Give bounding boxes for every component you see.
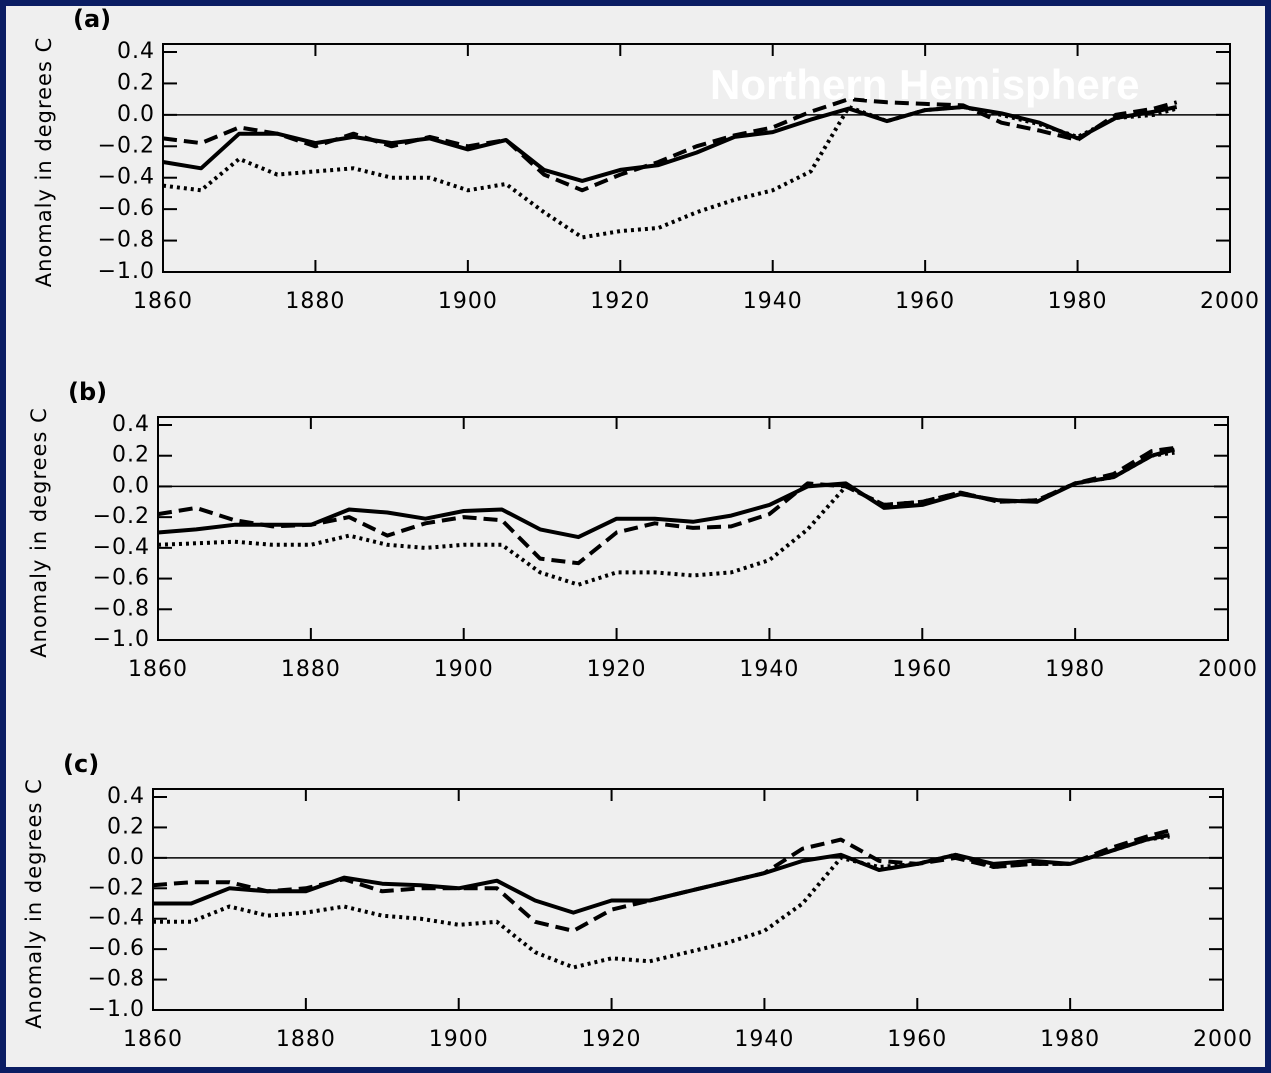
y-tick-label: −1.0: [93, 627, 150, 652]
y-tick-label: −1.0: [98, 259, 155, 284]
y-axis-label: Anomaly in degrees C: [32, 37, 56, 287]
x-tick-label: 1940: [739, 657, 799, 682]
x-tick-label: 1900: [434, 657, 494, 682]
y-tick-label: −0.4: [98, 165, 155, 190]
series-line: [153, 834, 1170, 970]
x-tick-label: 1920: [590, 289, 650, 314]
y-tick-label: −0.2: [93, 504, 150, 529]
x-tick-label: 1860: [128, 657, 188, 682]
x-tick-label: 1980: [1040, 1027, 1100, 1052]
x-tick-label: 1960: [892, 657, 952, 682]
x-tick-label: 1900: [429, 1027, 489, 1052]
panel-label: (c): [63, 750, 99, 778]
y-tick-label: 0.4: [112, 412, 150, 437]
panel-label: (b): [68, 378, 107, 406]
y-tick-label: −0.8: [88, 967, 145, 992]
x-tick-label: 1860: [133, 289, 193, 314]
panel: (a) Anomaly in degrees C 0.4 0.2 0.0 −0.2 −0.4…: [32, 5, 1260, 314]
figure-background: [6, 6, 1265, 1067]
x-tick-label: 1980: [1048, 289, 1108, 314]
plot-frame: [162, 43, 1231, 273]
y-tick-label: −0.8: [93, 596, 150, 621]
y-tick-label: 0.4: [117, 39, 155, 64]
x-tick-label: 1940: [743, 289, 803, 314]
x-tick-label: 1920: [582, 1027, 642, 1052]
series-line: [162, 105, 1178, 240]
plot-frame: [152, 788, 1224, 1011]
panel-label: (a): [73, 5, 111, 33]
plot-frame: [157, 416, 1229, 641]
x-tick-label: 2000: [1200, 289, 1260, 314]
y-tick-label: 0.0: [112, 473, 150, 498]
y-tick-label: −0.8: [98, 228, 155, 253]
x-tick-label: 1860: [123, 1027, 183, 1052]
series-line: [162, 97, 1178, 193]
annotation: Northern Hemisphere: [710, 61, 1139, 108]
y-tick-label: 0.2: [107, 814, 145, 839]
y-tick-label: −0.2: [88, 875, 145, 900]
series-line: [157, 446, 1175, 566]
x-tick-label: 2000: [1193, 1027, 1253, 1052]
x-tick-label: 1940: [734, 1027, 794, 1052]
x-tick-label: 1880: [285, 289, 345, 314]
x-tick-label: 1960: [895, 289, 955, 314]
x-tick-label: 1960: [887, 1027, 947, 1052]
y-axis-label: Anomaly in degrees C: [27, 407, 51, 657]
y-tick-label: 0.4: [107, 784, 145, 809]
series-line: [157, 447, 1176, 540]
x-tick-label: 2000: [1198, 657, 1258, 682]
x-tick-label: 1920: [587, 657, 647, 682]
y-tick-label: −1.0: [88, 997, 145, 1022]
panel: (b) Anomaly in degrees C 0.4 0.2 0.0 −0.2 −0.4…: [27, 378, 1258, 682]
x-tick-label: 1980: [1045, 657, 1105, 682]
x-tick-label: 1900: [438, 289, 498, 314]
y-tick-label: 0.0: [107, 845, 145, 870]
y-tick-label: −0.4: [93, 535, 150, 560]
y-tick-label: 0.2: [117, 70, 155, 95]
x-tick-label: 1880: [281, 657, 341, 682]
y-tick-label: −0.2: [98, 133, 155, 158]
y-tick-label: −0.6: [98, 196, 155, 221]
y-tick-label: −0.6: [88, 936, 145, 961]
y-tick-label: −0.6: [93, 566, 150, 591]
y-tick-label: −0.4: [88, 906, 145, 931]
y-tick-label: 0.2: [112, 443, 150, 468]
y-tick-label: 0.0: [117, 102, 155, 127]
x-tick-label: 1880: [276, 1027, 336, 1052]
panel: (c) Anomaly in degrees C 0.4 0.2 0.0 −0.2 −0.4…: [22, 750, 1253, 1052]
y-axis-label: Anomaly in degrees C: [22, 778, 46, 1028]
